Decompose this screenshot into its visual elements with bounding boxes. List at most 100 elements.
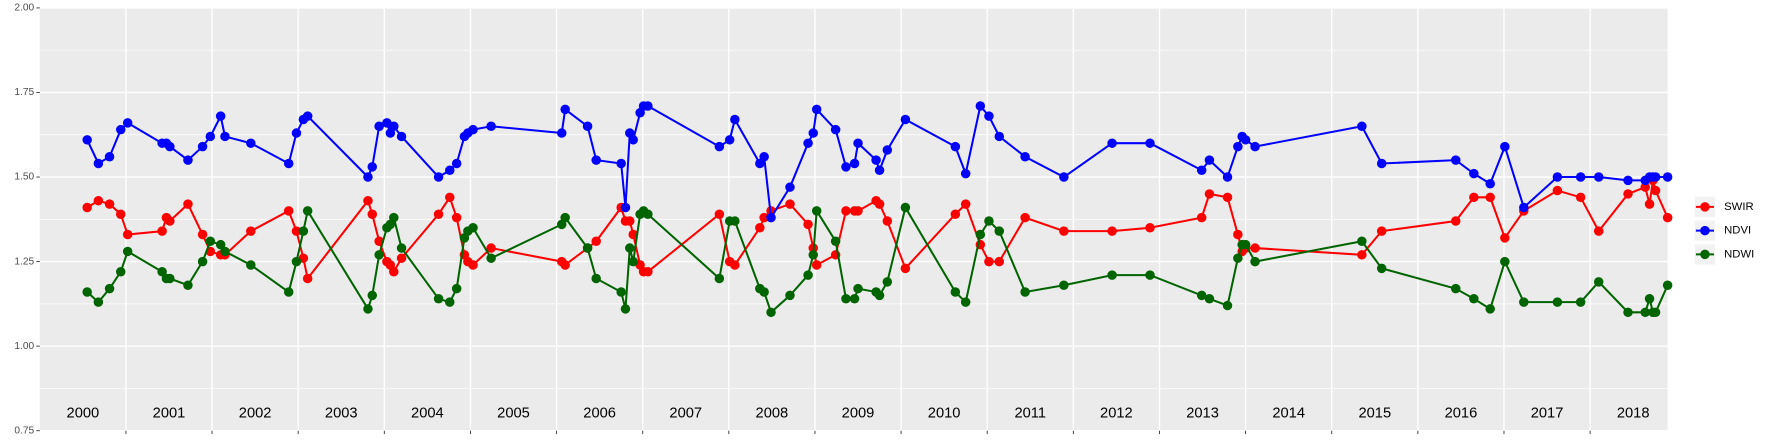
data-point <box>220 246 230 257</box>
data-point <box>122 229 133 240</box>
data-point <box>468 124 478 135</box>
data-point <box>1145 270 1155 280</box>
data-point <box>1145 138 1155 148</box>
data-point <box>785 182 795 192</box>
data-point <box>853 206 863 216</box>
data-point <box>643 209 653 219</box>
data-point <box>616 158 626 169</box>
data-point <box>994 256 1005 267</box>
data-point <box>396 131 407 142</box>
data-point <box>82 135 92 145</box>
data-point <box>950 141 961 152</box>
data-point <box>591 236 601 247</box>
data-point <box>841 162 851 172</box>
data-point <box>157 226 167 236</box>
data-point <box>183 155 193 165</box>
year-label: 2018 <box>1617 406 1650 422</box>
data-point <box>785 290 795 301</box>
data-point <box>220 131 230 142</box>
year-label: 2015 <box>1358 406 1391 422</box>
data-point <box>1376 263 1387 274</box>
data-point <box>291 256 302 267</box>
data-point <box>197 229 208 240</box>
data-point <box>625 243 635 253</box>
data-point <box>451 283 462 294</box>
data-point <box>730 216 740 226</box>
data-point <box>1107 270 1117 280</box>
data-point <box>1623 189 1633 199</box>
year-label: 2000 <box>67 406 100 422</box>
data-point <box>302 206 313 216</box>
data-point <box>1357 121 1367 132</box>
data-point <box>1519 297 1529 307</box>
data-point <box>643 266 653 277</box>
data-point <box>1376 226 1387 236</box>
data-point <box>433 294 444 304</box>
year-label: 2003 <box>325 406 358 422</box>
data-point <box>830 124 841 135</box>
data-point <box>1222 300 1233 311</box>
data-point <box>560 260 570 270</box>
data-point <box>1500 233 1510 243</box>
data-point <box>116 266 126 277</box>
data-point <box>1500 141 1510 152</box>
data-point <box>374 121 384 132</box>
data-point <box>808 128 818 138</box>
year-label: 2002 <box>239 406 272 422</box>
data-point <box>1469 168 1479 179</box>
data-point <box>246 226 256 236</box>
data-point <box>183 280 193 291</box>
data-point <box>803 138 813 148</box>
data-point <box>1485 179 1495 189</box>
data-point <box>628 135 638 145</box>
data-point <box>1240 239 1251 250</box>
data-point <box>302 111 313 121</box>
data-point <box>759 212 769 223</box>
data-point <box>291 226 302 236</box>
data-point <box>205 236 216 247</box>
data-point <box>1240 135 1251 145</box>
data-point <box>1500 256 1510 267</box>
data-point <box>367 162 378 172</box>
data-point <box>714 209 725 219</box>
data-point <box>468 223 478 233</box>
y-tick-label: 1.75 <box>14 87 34 98</box>
data-point <box>755 158 765 169</box>
year-label: 2007 <box>669 406 702 422</box>
data-point <box>874 290 885 301</box>
data-point <box>724 135 735 145</box>
data-point <box>1020 151 1030 162</box>
year-label: 2008 <box>756 406 789 422</box>
data-point <box>1059 172 1069 182</box>
legend-label: SWIR <box>1724 201 1754 213</box>
data-point <box>1552 172 1563 182</box>
data-point <box>1250 256 1260 267</box>
data-point <box>1640 307 1650 318</box>
data-point <box>396 253 407 263</box>
data-point <box>591 155 601 165</box>
data-point <box>165 216 175 226</box>
data-point <box>1575 172 1586 182</box>
data-point <box>849 294 860 304</box>
data-point <box>1552 297 1563 307</box>
data-point <box>853 283 863 294</box>
data-point <box>1644 294 1655 304</box>
data-point <box>197 141 208 152</box>
data-point <box>950 209 961 219</box>
data-point <box>766 307 776 318</box>
data-point <box>975 229 986 240</box>
data-point <box>1233 253 1243 263</box>
data-point <box>1250 243 1260 253</box>
data-point <box>165 141 175 152</box>
data-point <box>1662 280 1673 291</box>
legend-label: NDWI <box>1724 248 1754 260</box>
data-point <box>215 111 226 121</box>
data-point <box>984 216 994 226</box>
data-point <box>841 206 851 216</box>
data-point <box>104 151 115 162</box>
y-tick-label: 1.00 <box>14 341 34 352</box>
data-point <box>960 199 971 209</box>
year-label: 2013 <box>1186 406 1219 422</box>
data-point <box>1107 226 1117 236</box>
y-tick-label: 1.25 <box>14 256 34 267</box>
